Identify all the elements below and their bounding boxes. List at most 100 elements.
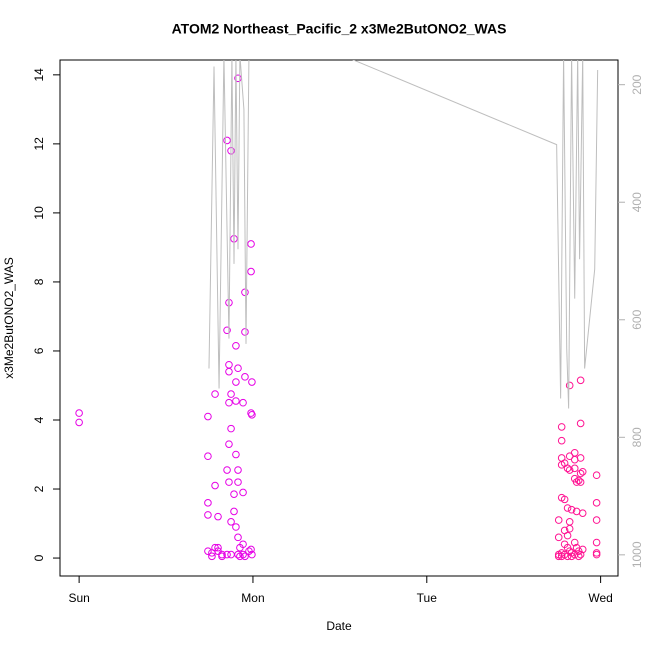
data-point <box>208 552 216 561</box>
data-point <box>554 516 563 524</box>
data-point <box>204 499 212 507</box>
data-point <box>578 509 587 517</box>
data-point <box>241 552 249 561</box>
data-point <box>576 419 585 428</box>
data-point <box>204 511 212 519</box>
data-point <box>232 523 240 531</box>
data-point <box>592 499 601 507</box>
data-point <box>248 411 256 419</box>
data-point <box>75 409 83 417</box>
data-point <box>565 466 574 474</box>
x-tick-label: Wed <box>588 591 612 605</box>
data-point <box>204 547 212 555</box>
data-point <box>214 512 222 521</box>
y-tick-label: 4 <box>32 416 46 423</box>
data-point <box>592 471 601 480</box>
data-point <box>223 550 231 559</box>
y2-tick-label: 200 <box>630 74 644 94</box>
data-point <box>574 476 583 485</box>
data-point <box>570 538 579 547</box>
data-point <box>239 540 247 549</box>
data-point <box>554 533 563 542</box>
y2-tick-label: 800 <box>630 427 644 447</box>
y-tick-label: 2 <box>32 485 46 492</box>
data-point <box>211 390 219 398</box>
data-point <box>563 504 572 512</box>
data-point <box>570 464 579 473</box>
data-point <box>248 378 256 386</box>
data-point <box>560 495 569 504</box>
data-point <box>223 326 231 335</box>
data-point <box>230 507 238 516</box>
y-axis-label: x3Me2ButONO2_WAS <box>2 257 16 379</box>
y-tick-label: 6 <box>32 347 46 354</box>
data-point <box>75 418 83 427</box>
x-axis-label: Date <box>326 619 352 633</box>
data-point <box>565 547 574 555</box>
x-tick-label: Sun <box>68 591 89 605</box>
data-point <box>247 545 255 554</box>
data-point <box>204 412 212 421</box>
x-tick-label: Mon <box>241 591 264 605</box>
data-point <box>227 390 235 398</box>
data-point <box>576 550 585 559</box>
data-point <box>232 450 240 459</box>
y2-tick-label: 400 <box>630 192 644 212</box>
data-point <box>223 466 231 474</box>
y-tick-label: 10 <box>32 206 46 220</box>
data-point <box>239 488 247 497</box>
chart-title: ATOM2 Northeast_Pacific_2 x3Me2ButONO2_W… <box>172 21 507 37</box>
data-point <box>225 398 233 407</box>
data-point <box>214 543 222 552</box>
data-point <box>557 423 566 431</box>
data-point <box>572 478 581 486</box>
y-tick-label: 12 <box>32 137 46 151</box>
data-point <box>230 490 238 498</box>
data-point <box>239 398 247 407</box>
data-point <box>234 466 242 474</box>
data-point <box>223 136 231 145</box>
data-point <box>565 452 574 461</box>
data-point <box>592 516 601 524</box>
data-point <box>565 381 574 390</box>
data-point <box>576 469 585 478</box>
data-point <box>234 364 242 373</box>
data-point <box>248 550 256 559</box>
data-line <box>208 60 599 409</box>
data-point <box>592 550 601 559</box>
data-point <box>211 481 219 490</box>
plot-area <box>75 60 601 561</box>
y-tick-label: 14 <box>32 68 46 82</box>
data-point <box>576 454 585 462</box>
y-tick-label: 0 <box>32 554 46 561</box>
data-point <box>557 436 566 445</box>
data-point <box>565 524 574 533</box>
plot-frame <box>59 59 619 577</box>
data-point <box>247 267 255 276</box>
data-point <box>232 397 240 405</box>
data-point <box>225 478 233 486</box>
data-point <box>232 378 240 386</box>
data-point <box>574 552 583 561</box>
data-point <box>563 531 572 540</box>
data-point <box>234 478 242 486</box>
data-point <box>234 550 242 559</box>
data-point <box>204 452 212 461</box>
data-point <box>241 328 249 336</box>
data-point <box>247 240 255 248</box>
data-point <box>239 550 247 559</box>
data-point <box>241 288 249 297</box>
data-point <box>592 538 601 547</box>
data-point <box>567 505 576 514</box>
data-point <box>563 464 572 473</box>
data-point <box>227 518 235 526</box>
x-tick-label: Tue <box>417 591 438 605</box>
data-point <box>234 533 242 542</box>
y-tick-label: 8 <box>32 278 46 285</box>
data-point <box>218 552 226 561</box>
data-point <box>576 478 585 486</box>
data-point <box>227 424 235 433</box>
y2-tick-label: 600 <box>630 309 644 329</box>
